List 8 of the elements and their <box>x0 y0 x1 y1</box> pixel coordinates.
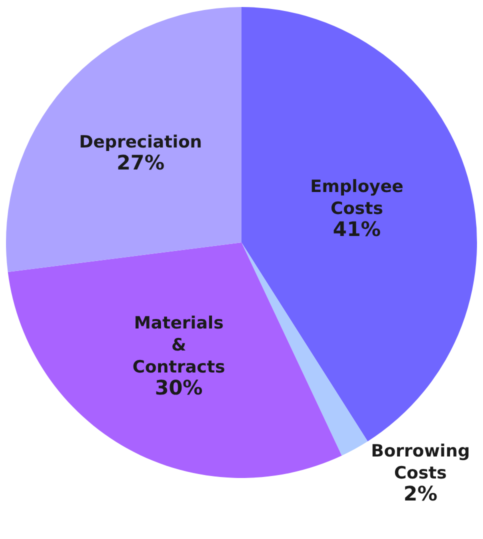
data-label: 41% <box>332 217 381 242</box>
data-label: 30% <box>154 376 203 400</box>
slice-label: Borrowing Costs <box>371 441 470 484</box>
slice-label: Materials & Contracts <box>132 313 226 378</box>
data-label: 2% <box>403 482 438 506</box>
slice-label: Depreciation <box>79 132 202 152</box>
slice-label: Employee Costs <box>310 176 404 219</box>
data-label: 27% <box>116 150 164 175</box>
